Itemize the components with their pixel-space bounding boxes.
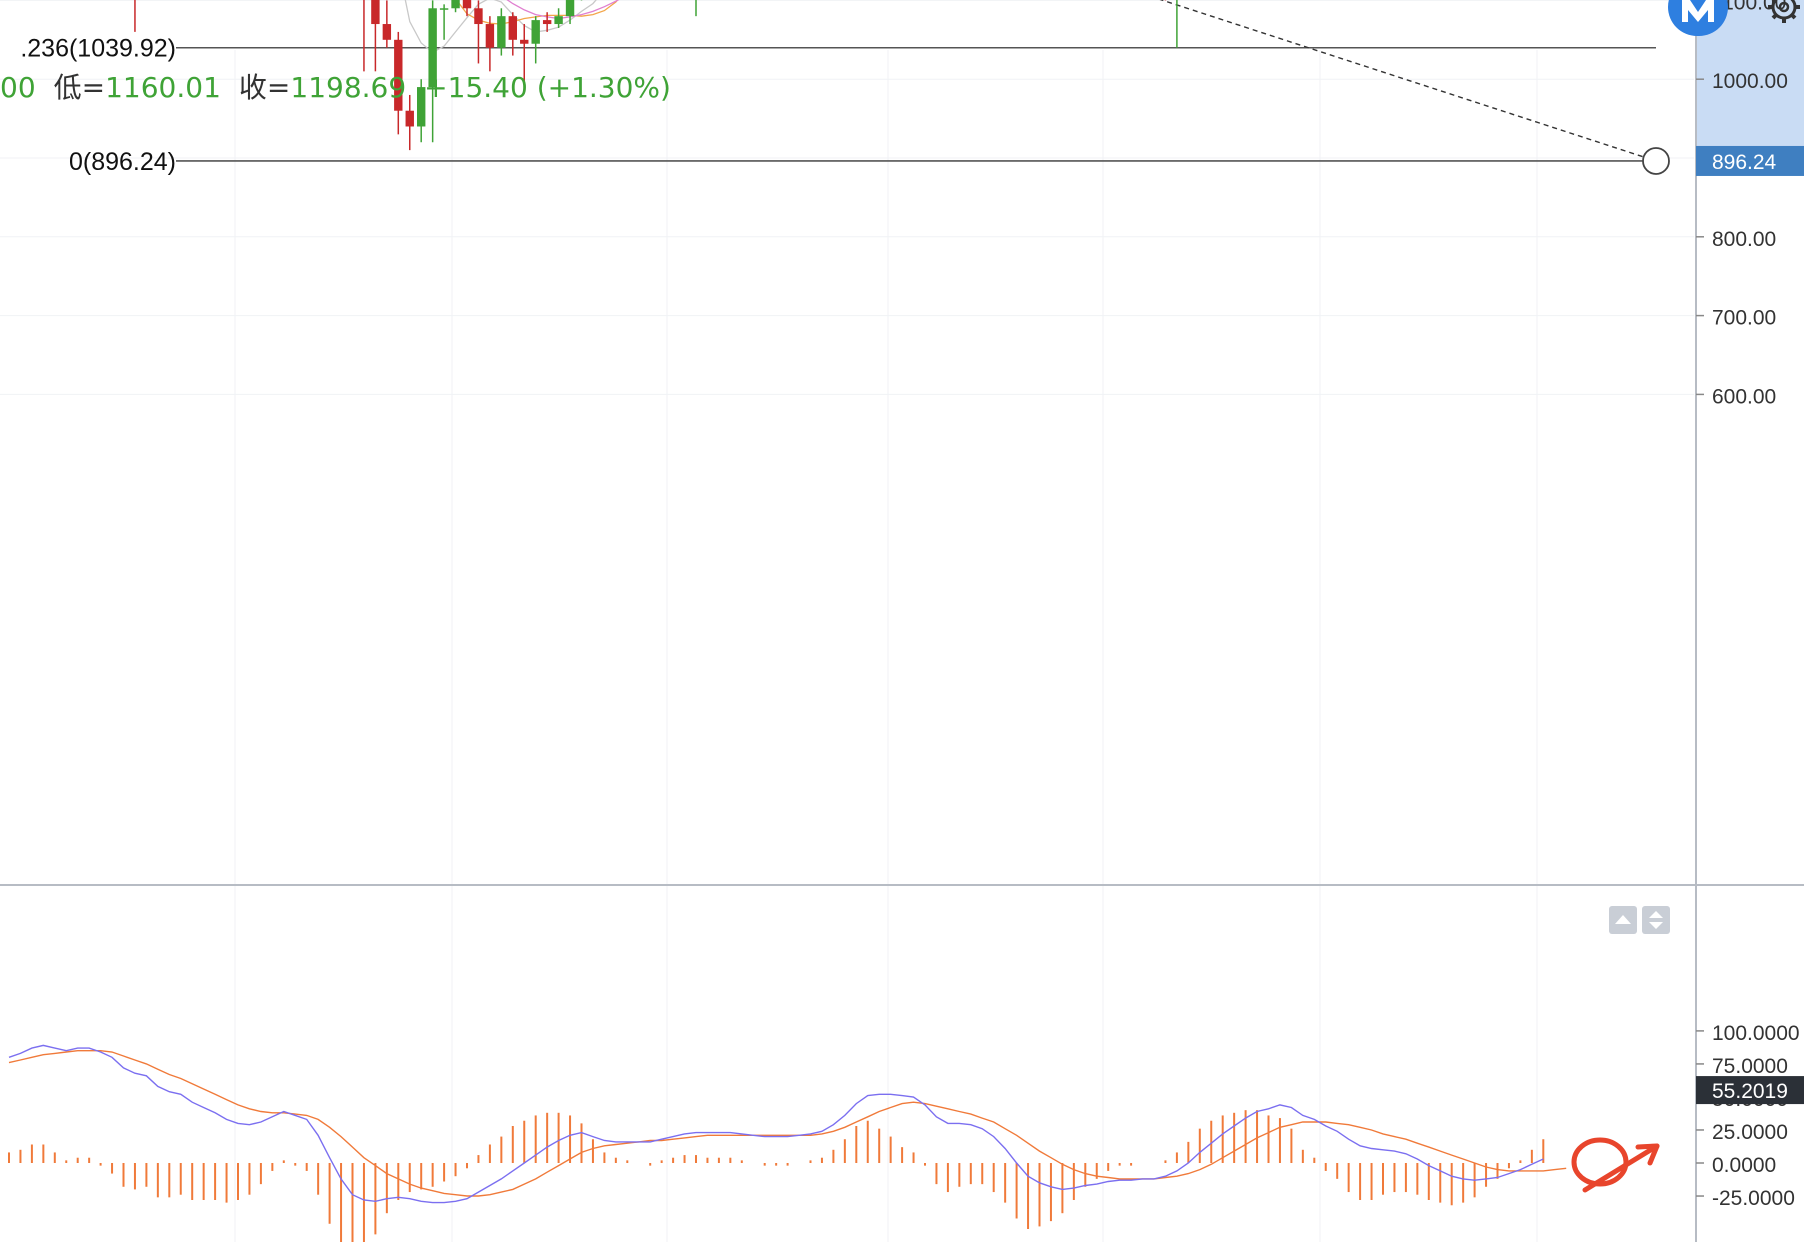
- annotation-circle: [1571, 1137, 1629, 1187]
- ma-line-ma5: [404, 0, 597, 54]
- low-label: 低=: [53, 71, 106, 104]
- annotation-arrow-head: [1635, 1143, 1660, 1166]
- candle-body: [497, 16, 506, 48]
- candle-body: [451, 0, 460, 9]
- price-tick-label: 700.00: [1712, 307, 1776, 330]
- app-logo-icon[interactable]: [1668, 0, 1728, 36]
- low-value: 1160.01: [105, 71, 221, 104]
- change-percent: (+1.30%): [536, 71, 671, 104]
- macd-badge-label: 55.2019: [1712, 1080, 1788, 1103]
- candle-body: [520, 39, 529, 44]
- ohlc-readout: 00 低=1160.01 收=1198.69 +15.40 (+1.30%): [0, 66, 671, 106]
- fib-trend-line: [1159, 0, 1657, 162]
- fib-handle-bottom: [1642, 147, 1670, 175]
- macd-badge: [1696, 1076, 1804, 1105]
- candle-body: [394, 39, 403, 111]
- candle-body: [565, 0, 575, 17]
- price-tick-label: 800.00: [1712, 228, 1776, 251]
- price-tick-label: 1100.00: [1712, 0, 1786, 14]
- scroll-up-icon[interactable]: [1609, 906, 1637, 934]
- candle-body: [371, 0, 380, 25]
- price-tick-label: 1000.00: [1712, 70, 1788, 93]
- annotation-arrow-shaft: [1582, 1143, 1660, 1193]
- settings-gear-icon[interactable]: [1765, 0, 1803, 26]
- candle-body: [474, 8, 483, 25]
- price-badge-label: 896.24: [1712, 151, 1777, 174]
- candle-body: [542, 20, 552, 25]
- candle-body: [485, 24, 495, 48]
- candle-body: [428, 8, 437, 88]
- macd-dea-line: [8, 1049, 1567, 1197]
- candle-body: [439, 8, 449, 10]
- price-tick-label: 600.00: [1712, 385, 1776, 408]
- high-value-partial: 00: [0, 71, 36, 104]
- candle-body: [508, 16, 517, 40]
- candle-body: [417, 87, 426, 127]
- macd-tick-label: 25.0000: [1712, 1121, 1788, 1144]
- candle-body: [405, 110, 414, 127]
- macd-dif-line: [8, 1044, 1544, 1204]
- close-label: 收=: [238, 71, 291, 104]
- candle-body: [531, 20, 540, 44]
- fib-level-label: .236(1039.92): [20, 35, 176, 63]
- candle-body: [382, 24, 392, 40]
- price-badge: [1696, 145, 1804, 176]
- macd-tick-label: 0.0000: [1712, 1154, 1776, 1177]
- candle-body: [462, 0, 472, 9]
- ma-line-ma20: [506, 0, 620, 20]
- change-value: +15.40: [424, 71, 528, 104]
- fib-level-label: 0(896.24): [69, 148, 176, 176]
- close-value: 1198.69: [290, 71, 407, 104]
- macd-tick-label: 100.0000: [1712, 1022, 1800, 1045]
- ma-line-ma10: [455, 0, 619, 25]
- candle-body: [554, 16, 563, 25]
- macd-tick-label: -25.0000: [1712, 1187, 1795, 1210]
- scroll-updown-icon[interactable]: [1642, 906, 1670, 934]
- macd-tick-label: 75.0000: [1712, 1055, 1788, 1078]
